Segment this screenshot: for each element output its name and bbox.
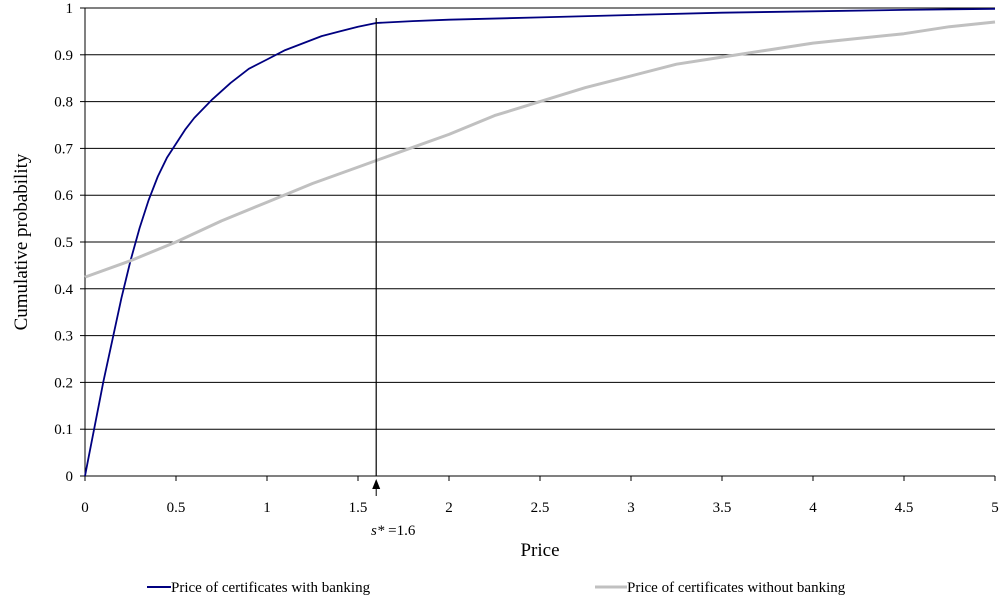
x-tick-label: 1 [263, 500, 271, 516]
legend-label-with-banking: Price of certificates with banking [171, 580, 371, 596]
y-tick-label: 0.7 [54, 141, 73, 157]
series-layer [84, 8, 996, 477]
y-axis-title: Cumulative probability [11, 153, 32, 330]
threshold-label-symbol: s* [371, 523, 385, 539]
x-tick-label: 0 [81, 500, 89, 516]
legend: Price of certificates with banking Price… [147, 580, 846, 596]
gridlines [85, 7, 995, 430]
x-tick-label: 1.5 [349, 500, 368, 516]
annotation-layer: s* =1.6 [371, 18, 416, 539]
x-tick-label: 4 [809, 500, 817, 516]
threshold-label: s* =1.6 [371, 523, 416, 539]
x-tick-label: 0.5 [167, 500, 186, 516]
y-tick-label: 0.1 [54, 422, 73, 438]
y-axis-ticks: 0 0.1 0.2 0.3 0.4 0.5 0.6 0.7 0.8 0.9 1 [54, 1, 85, 485]
y-tick-label: 0.2 [54, 375, 73, 391]
y-tick-label: 0.6 [54, 188, 73, 204]
y-tick-label: 1 [66, 1, 74, 17]
x-tick-label: 2 [445, 500, 453, 516]
y-tick-label: 0.4 [54, 282, 73, 298]
x-tick-label: 3 [627, 500, 635, 516]
x-tick-label: 5 [991, 500, 999, 516]
x-axis-ticks: 0 0.5 1 1.5 2 2.5 3 3.5 4 4.5 5 [81, 476, 999, 516]
y-tick-label: 0.9 [54, 48, 73, 64]
series-line-with-banking [84, 8, 996, 477]
y-tick-label: 0.8 [54, 95, 73, 111]
y-tick-label: 0 [66, 469, 74, 485]
x-tick-label: 3.5 [713, 500, 732, 516]
legend-label-without-banking: Price of certificates without banking [627, 580, 846, 596]
x-tick-label: 2.5 [531, 500, 550, 516]
y-tick-label: 0.3 [54, 329, 73, 345]
x-axis-title: Price [520, 540, 559, 561]
x-tick-label: 4.5 [895, 500, 914, 516]
series-line-without-banking [84, 20, 996, 279]
y-tick-label: 0.5 [54, 235, 73, 251]
threshold-label-value: =1.6 [384, 523, 415, 539]
threshold-arrow-icon [372, 479, 381, 489]
